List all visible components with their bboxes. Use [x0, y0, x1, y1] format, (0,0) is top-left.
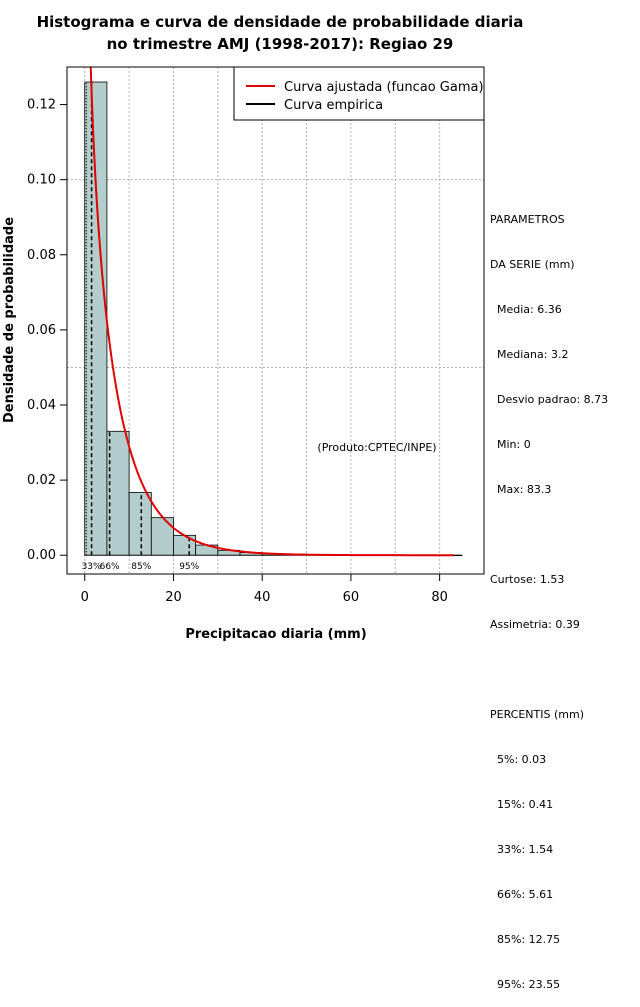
grid-lines	[67, 67, 484, 574]
percentile-lines: 33%66% 85% 95%	[82, 82, 200, 572]
stat-assimetria: Assimetria: 0.39	[490, 618, 580, 631]
x-tick-label: 0	[81, 590, 89, 605]
percentil-66: 66%: 5.61	[490, 888, 554, 901]
y-axis-label: Densidade de probabilidade	[2, 217, 17, 423]
percentil-85: 85%: 12.75	[490, 933, 561, 946]
y-tick-label: 0.08	[27, 248, 56, 263]
chart-title-line1: Histograma e curva de densidade de proba…	[36, 13, 524, 31]
histogram-chart: 33%66% 85% 95% 0 20 40 60 80 0.000.020.040.060…	[2, 66, 485, 642]
y-tick-label: 0.06	[27, 323, 56, 338]
x-tick-label: 80	[431, 590, 448, 605]
stats-panel: PARAMETROS DA SERIE (mm) Media: 6.36 Med…	[490, 182, 608, 1007]
stat-media: Media: 6.36	[490, 303, 562, 316]
legend-label-empirical: Curva empirica	[284, 98, 383, 113]
percentil-5: 5%: 0.03	[490, 753, 547, 766]
y-tick-label: 0.12	[27, 98, 56, 113]
stats-header-2: DA SERIE (mm)	[490, 258, 575, 271]
y-axis: 0.00 0.02 0.04 0.06 0.08 0.10 0.12	[27, 98, 67, 563]
y-tick-label: 0.02	[27, 473, 56, 488]
x-axis: 0 20 40 60 80	[81, 573, 448, 605]
percentile-label-85: 85%	[131, 562, 151, 572]
histogram-bar	[128, 492, 152, 556]
chart-title-line2: no trimestre AMJ (1998-2017): Regiao 29	[106, 35, 454, 53]
percentil-33: 33%: 1.54	[490, 843, 554, 856]
stat-min: Min: 0	[490, 438, 531, 451]
y-tick-label: 0.10	[27, 173, 56, 188]
percentil-15: 15%: 0.41	[490, 798, 554, 811]
histogram-bars	[84, 81, 463, 557]
percentile-label-95: 95%	[179, 562, 199, 572]
x-tick-label: 60	[343, 590, 360, 605]
percentil-95: 95%: 23.55	[490, 978, 561, 991]
legend-box	[233, 66, 485, 121]
histogram-bar	[173, 534, 197, 556]
stat-max: Max: 83.3	[490, 483, 552, 496]
percentis-header: PERCENTIS (mm)	[490, 708, 584, 721]
percentile-label-66: 66%	[100, 562, 120, 572]
stat-mediana: Mediana: 3.2	[490, 348, 569, 361]
y-tick-label: 0.04	[27, 398, 56, 413]
histogram-bar	[84, 81, 108, 556]
gamma-fit-curve	[89, 66, 455, 557]
legend: Curva ajustada (funcao Gama) Curva empir…	[233, 66, 485, 121]
stat-curtose: Curtose: 1.53	[490, 573, 565, 586]
y-tick-label: 0.00	[27, 548, 56, 563]
legend-label-fit: Curva ajustada (funcao Gama)	[284, 80, 484, 95]
x-axis-label: Precipitacao diaria (mm)	[185, 627, 366, 642]
percentile-label-33: 33%	[82, 562, 102, 572]
stat-desvio: Desvio padrao: 8.73	[490, 393, 609, 406]
x-tick-label: 20	[165, 590, 182, 605]
source-annotation: (Produto:CPTEC/INPE)	[317, 441, 436, 454]
x-tick-label: 40	[254, 590, 271, 605]
stats-header-1: PARAMETROS	[490, 213, 565, 226]
histogram-bar	[150, 517, 174, 556]
